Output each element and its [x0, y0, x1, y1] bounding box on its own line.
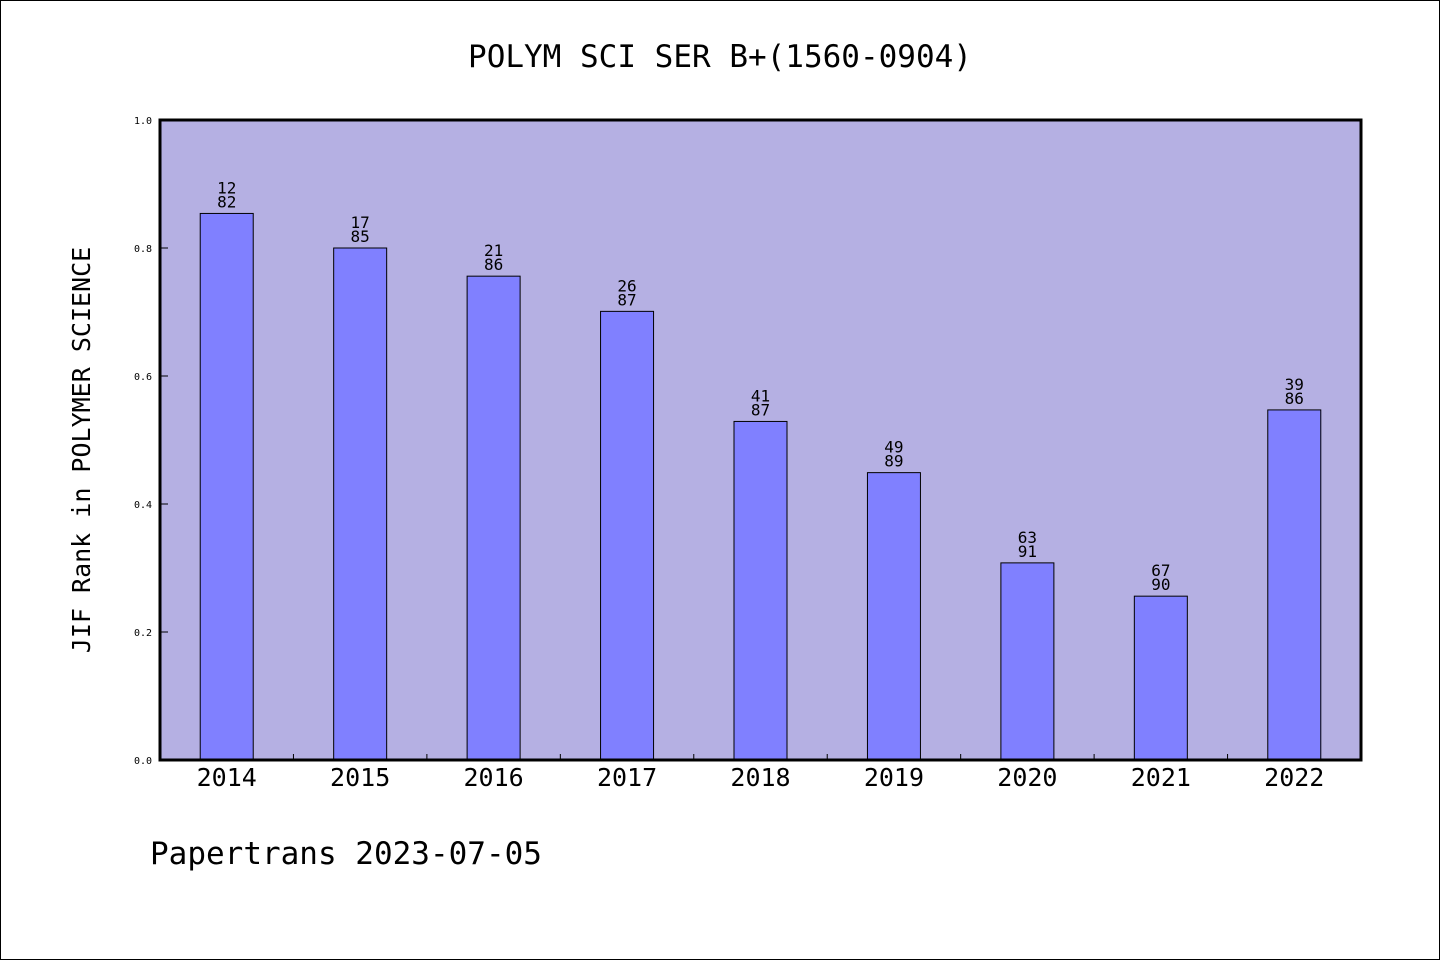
y-tick-label: 0.2	[134, 628, 152, 639]
x-tick-label-2019: 2019	[864, 763, 924, 792]
bar-2022	[1267, 409, 1322, 761]
total-label-2020: 91	[1018, 542, 1037, 561]
bar-2014	[199, 212, 254, 761]
y-tick-label: 0.4	[134, 500, 152, 511]
rank-label-2020: 63	[1018, 528, 1037, 547]
rank-label-2022: 39	[1285, 375, 1304, 394]
footer-watermark: Papertrans 2023-07-05	[150, 836, 542, 872]
y-tick-label: 0.0	[134, 756, 152, 767]
rank-label-2017: 26	[617, 276, 636, 295]
x-tick-label-2022: 2022	[1264, 763, 1324, 792]
x-tick-label-2020: 2020	[997, 763, 1057, 792]
y-axis-ticks: 0.0 0.2 0.4 0.6 0.8 1.0	[134, 116, 168, 767]
plot-border	[158, 118, 1363, 762]
total-label-2021: 90	[1151, 575, 1170, 594]
total-label-2016: 86	[484, 255, 503, 274]
y-tick-label: 1.0	[134, 116, 152, 127]
bar-2019	[866, 472, 921, 761]
x-tick-label-2017: 2017	[597, 763, 657, 792]
x-axis-ticks: 2014 2015 2016 2017 2018 2019 2020 2021 2022	[197, 754, 1324, 792]
chart-title: POLYM SCI SER B+(1560-0904)	[468, 39, 972, 75]
x-tick-label-2018: 2018	[730, 763, 790, 792]
x-tick-label-2021: 2021	[1131, 763, 1191, 792]
bar-2017	[600, 310, 655, 761]
bars-group	[199, 212, 1322, 761]
rank-label-2014: 12	[217, 178, 236, 197]
y-tick-label: 0.6	[134, 372, 152, 383]
bar-2021	[1133, 595, 1188, 761]
bar-2018	[733, 420, 788, 761]
total-label-2019: 89	[884, 452, 903, 471]
total-label-2015: 85	[351, 227, 370, 246]
bar-2015	[333, 247, 388, 761]
bar-2020	[1000, 562, 1055, 761]
total-label-2022: 86	[1285, 389, 1304, 408]
rank-label-2016: 21	[484, 241, 503, 260]
y-tick-label: 0.8	[134, 244, 152, 255]
y-axis-label: JIF Rank in POLYMER SCIENCE	[67, 247, 96, 653]
rank-label-2018: 41	[751, 386, 770, 405]
rank-label-2021: 67	[1151, 561, 1170, 580]
bar-2016	[466, 275, 521, 761]
x-tick-label-2014: 2014	[197, 763, 257, 792]
x-tick-label-2015: 2015	[330, 763, 390, 792]
total-label-2014: 82	[217, 192, 236, 211]
rank-label-2019: 49	[884, 438, 903, 457]
total-label-2017: 87	[617, 290, 636, 309]
rank-label-2015: 17	[351, 213, 370, 232]
x-tick-label-2016: 2016	[464, 763, 524, 792]
total-label-2018: 87	[751, 400, 770, 419]
